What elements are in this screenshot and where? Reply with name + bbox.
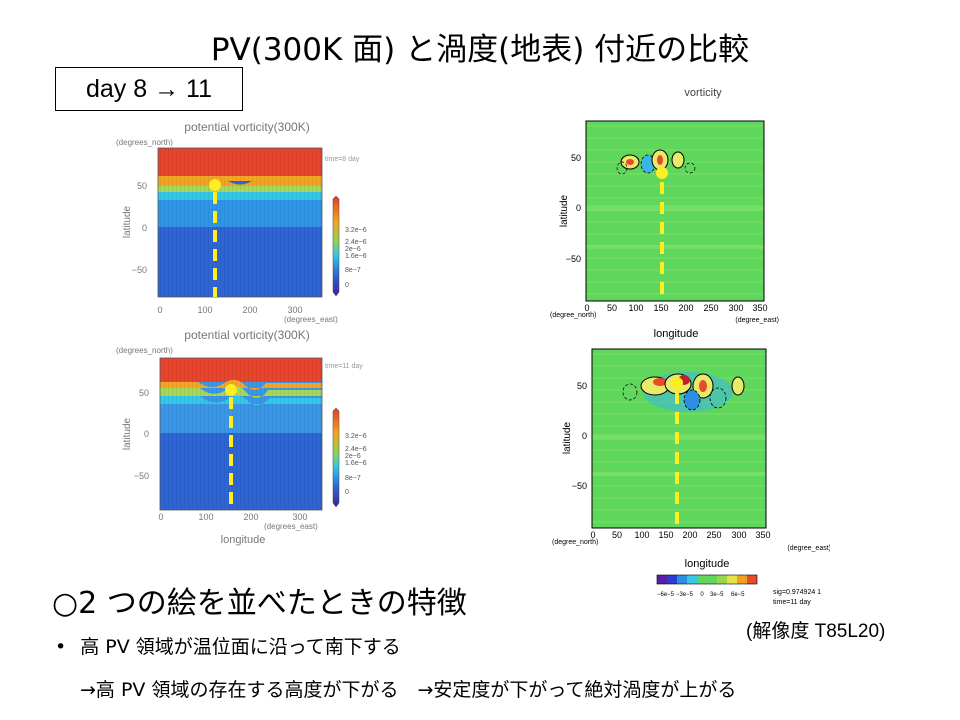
vort-top-xlabel: longitude (654, 328, 699, 340)
pv-bottom-time: time=11 day (325, 363, 363, 370)
pv-top-xtick-200: 200 (242, 305, 257, 315)
pv-bottom-cb-label-3: 1.6e−6 (345, 460, 367, 467)
vort-top-xtick-250: 250 (703, 303, 718, 313)
pv-bottom-cb-label-2: 2e−6 (345, 453, 361, 460)
vort-bottom-xunit: (degree_east) (787, 545, 830, 552)
vort-bottom-ytick-50: 50 (577, 381, 587, 391)
vort-top-contours (616, 149, 696, 175)
slide-title: PV(300K 面) と渦度(地表) 付近の比較 (210, 32, 750, 68)
bullet-text: 高 PV 領域が温位面に沿って南下する (80, 636, 401, 658)
pv-figure: potential vorticity(300K) (degrees_north… (116, 120, 367, 546)
bullet-marker: • (55, 636, 67, 658)
vort-bottom-xtick-100: 100 (634, 530, 649, 540)
pv-top-ytick-50: 50 (137, 181, 147, 191)
pv-bottom-cb-label-1: 2.4e−6 (345, 446, 367, 453)
vort-panel-bottom: 50 0 −50 latitude 0 50 100 150 200 250 3… (552, 348, 830, 606)
vort-top-xtick-100: 100 (628, 303, 643, 313)
vort-top-ytick-m50: −50 (566, 254, 581, 264)
pv-bottom-xunit: (degrees_east) (264, 522, 318, 531)
vort-bottom-xtick-350: 350 (755, 530, 770, 540)
vort-top-marker (656, 167, 668, 179)
vort-bottom-ytick-m50: −50 (572, 481, 587, 491)
pv-top-cb-label-1: 2.4e−6 (345, 239, 367, 246)
pv-bottom-ylabel: latitude (122, 417, 133, 450)
pv-top-marker (209, 179, 221, 191)
pv-bottom-ytick-0: 0 (144, 429, 149, 439)
pv-top-ylabel: latitude (122, 205, 133, 238)
vort-cb-label-0: −6e−5 (657, 592, 675, 598)
section-heading: ○2 つの絵を並べたときの特徴 (52, 586, 467, 621)
pv-top-cb-label-2: 2e−6 (345, 246, 361, 253)
resolution-note: (解像度 T85L20) (746, 621, 886, 642)
sub-bullet-text: →高 PV 領域の存在する高度が下がる →安定度が下がって絶対渦度が上がる (80, 679, 737, 701)
pv-top-colorbar (332, 195, 340, 297)
pv-bottom-xlabel: longitude (221, 534, 266, 546)
pv-top-xtick-0: 0 (157, 305, 162, 315)
vort-bottom-marker (671, 377, 683, 389)
vort-top-xtick-200: 200 (678, 303, 693, 313)
vort-top-xtick-350: 350 (752, 303, 767, 313)
pv-bottom-xtick-200: 200 (243, 512, 258, 522)
vort-colorbar (656, 574, 758, 585)
vort-top-xtick-50: 50 (607, 303, 617, 313)
vort-bottom-xtick-50: 50 (612, 530, 622, 540)
vort-bottom-xlabel: longitude (685, 558, 730, 570)
vort-bottom-xtick-150: 150 (658, 530, 673, 540)
vort-top-xtick-300: 300 (728, 303, 743, 313)
pv-bottom-cb-label-0: 3.2e−6 (345, 433, 367, 440)
vort-bottom-yunit: (degree_north) (552, 539, 598, 546)
vort-bottom-ytick-0: 0 (582, 431, 587, 441)
vort-bottom-xtick-250: 250 (706, 530, 721, 540)
pv-top-ytick-0: 0 (142, 223, 147, 233)
bullet-item: • 高 PV 領域が温位面に沿って南下する (55, 632, 401, 659)
vort-bottom-xtick-0: 0 (590, 530, 595, 540)
vort-top-ytick-0: 0 (576, 203, 581, 213)
pv-bottom-colorbar (332, 407, 340, 508)
vort-bottom-xtick-300: 300 (731, 530, 746, 540)
pv-top-yunit: (degrees_north) (116, 138, 173, 147)
pv-top-cb-label-5: 0 (345, 282, 349, 289)
vort-top-ytick-50: 50 (571, 153, 581, 163)
vort-cb-label-2: 0 (700, 592, 704, 598)
pv-bottom-cb-label-4: 8e−7 (345, 475, 361, 482)
vort-panel-top: 50 0 −50 latitude 0 50 100 150 200 250 3… (550, 120, 779, 340)
vort-top-ylabel: latitude (559, 194, 570, 227)
pv-bottom-ytick-50: 50 (139, 388, 149, 398)
vort-top-xunit: (degree_east) (735, 317, 779, 324)
pv-top-ytick-m50: −50 (132, 265, 147, 275)
pv-bottom-ytick-m50: −50 (134, 471, 149, 481)
pv-bottom-xtick-100: 100 (198, 512, 213, 522)
vort-time-text: time=11 day (773, 599, 811, 606)
pv-bottom-xtick-300: 300 (292, 512, 307, 522)
pv-top-xtick-100: 100 (197, 305, 212, 315)
pv-top-time: time=8 day (325, 156, 360, 163)
vort-sig-text: sig=0.974924 1 (773, 589, 821, 596)
vort-bottom-xtick-200: 200 (682, 530, 697, 540)
pv-top-xunit: (degrees_east) (284, 315, 338, 324)
pv-top-cb-label-3: 1.6e−6 (345, 253, 367, 260)
day-range-box: day 8 → 11 (55, 67, 243, 111)
pv-bottom-xtick-0: 0 (158, 512, 163, 522)
pv-top-cb-label-0: 3.2e−6 (345, 227, 367, 234)
pv-bottom-title: potential vorticity(300K) (184, 328, 309, 342)
pv-bottom-yunit: (degrees_north) (116, 346, 173, 355)
vort-top-xtick-0: 0 (584, 303, 589, 313)
vort-top-yunit: (degree_north) (550, 312, 596, 319)
pv-panel-bottom: potential vorticity(300K) (degrees_north… (116, 328, 367, 546)
pv-panel-top: potential vorticity(300K) (degrees_north… (116, 120, 367, 324)
pv-top-cb-label-4: 8e−7 (345, 267, 361, 274)
vort-bottom-contours (622, 372, 745, 412)
pv-bottom-marker (225, 384, 237, 396)
pv-top-xtick-300: 300 (287, 305, 302, 315)
vort-top-xtick-150: 150 (653, 303, 668, 313)
vort-bottom-ylabel: latitude (562, 421, 573, 454)
vort-cb-label-4: 6e−5 (731, 592, 745, 598)
vort-title: vorticity (684, 87, 722, 99)
pv-top-title: potential vorticity(300K) (184, 120, 309, 134)
vorticity-figure: vorticity 50 0 −50 latitude 0 50 100 150… (550, 87, 830, 606)
vort-cb-label-3: 3e−5 (710, 592, 724, 598)
vort-cb-label-1: −3e−5 (676, 592, 694, 598)
pv-bottom-cb-label-5: 0 (345, 489, 349, 496)
